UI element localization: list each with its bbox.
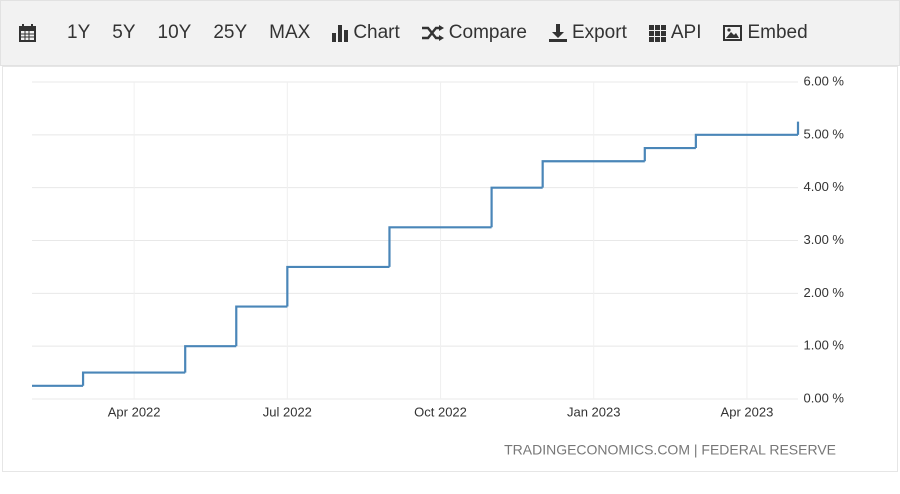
y-tick-label: 2.00 % [804,285,845,300]
button-label: Embed [747,22,808,43]
y-tick-label: 4.00 % [804,179,845,194]
y-tick-label: 1.00 % [804,338,845,353]
y-tick-label: 3.00 % [804,232,845,247]
x-tick-label: Apr 2023 [721,404,774,419]
x-tick-label: Jan 2023 [567,404,621,419]
y-tick-label: 5.00 % [804,126,845,141]
chart-icon [332,24,349,42]
embed-icon [723,25,743,41]
range-button[interactable]: 25Y [213,22,248,43]
calendar-button[interactable] [19,24,41,42]
step-segment [388,226,492,267]
x-tick-label: Oct 2022 [414,404,467,419]
source: TRADINGECONOMICS.COM | FEDERAL RESERVE [504,442,836,458]
step-segment [235,305,288,347]
export-button[interactable]: Export [548,22,627,44]
range-button[interactable]: 10Y [157,22,192,43]
step-segment [490,186,543,228]
chart: TRADINGECONOMICS.COM | FEDERAL RESERVE 0… [2,66,898,472]
api-icon [648,24,666,42]
y-tick-label: 6.00 % [804,73,845,88]
step-segment [694,133,798,149]
range-button[interactable]: MAX [269,22,311,43]
range-button[interactable]: 5Y [112,22,136,43]
toolbar: 1Y 5Y 10Y 25Y MAX Chart Compare Export A… [0,0,900,66]
compare-button[interactable]: Compare [421,22,527,44]
y-tick-label: 0.00 % [804,390,845,405]
step-segment [81,371,186,386]
step-segment [541,160,645,188]
x-tick-label: Jul 2022 [263,404,312,419]
step-segment [286,265,390,307]
calendar-icon [19,24,36,42]
compare-icon [421,25,444,41]
button-label: Chart [353,22,400,43]
embed-button[interactable]: Embed [723,22,808,44]
range-button[interactable]: 1Y [67,22,91,43]
api-button[interactable]: API [648,22,702,44]
step-segment [184,345,237,373]
button-label: Export [571,22,627,43]
x-tick-label: Apr 2022 [108,404,161,419]
step-segment [643,146,696,162]
button-label: Compare [448,22,527,43]
button-label: API [670,22,702,43]
chart-button[interactable]: Chart [332,22,400,44]
export-icon [548,24,567,42]
